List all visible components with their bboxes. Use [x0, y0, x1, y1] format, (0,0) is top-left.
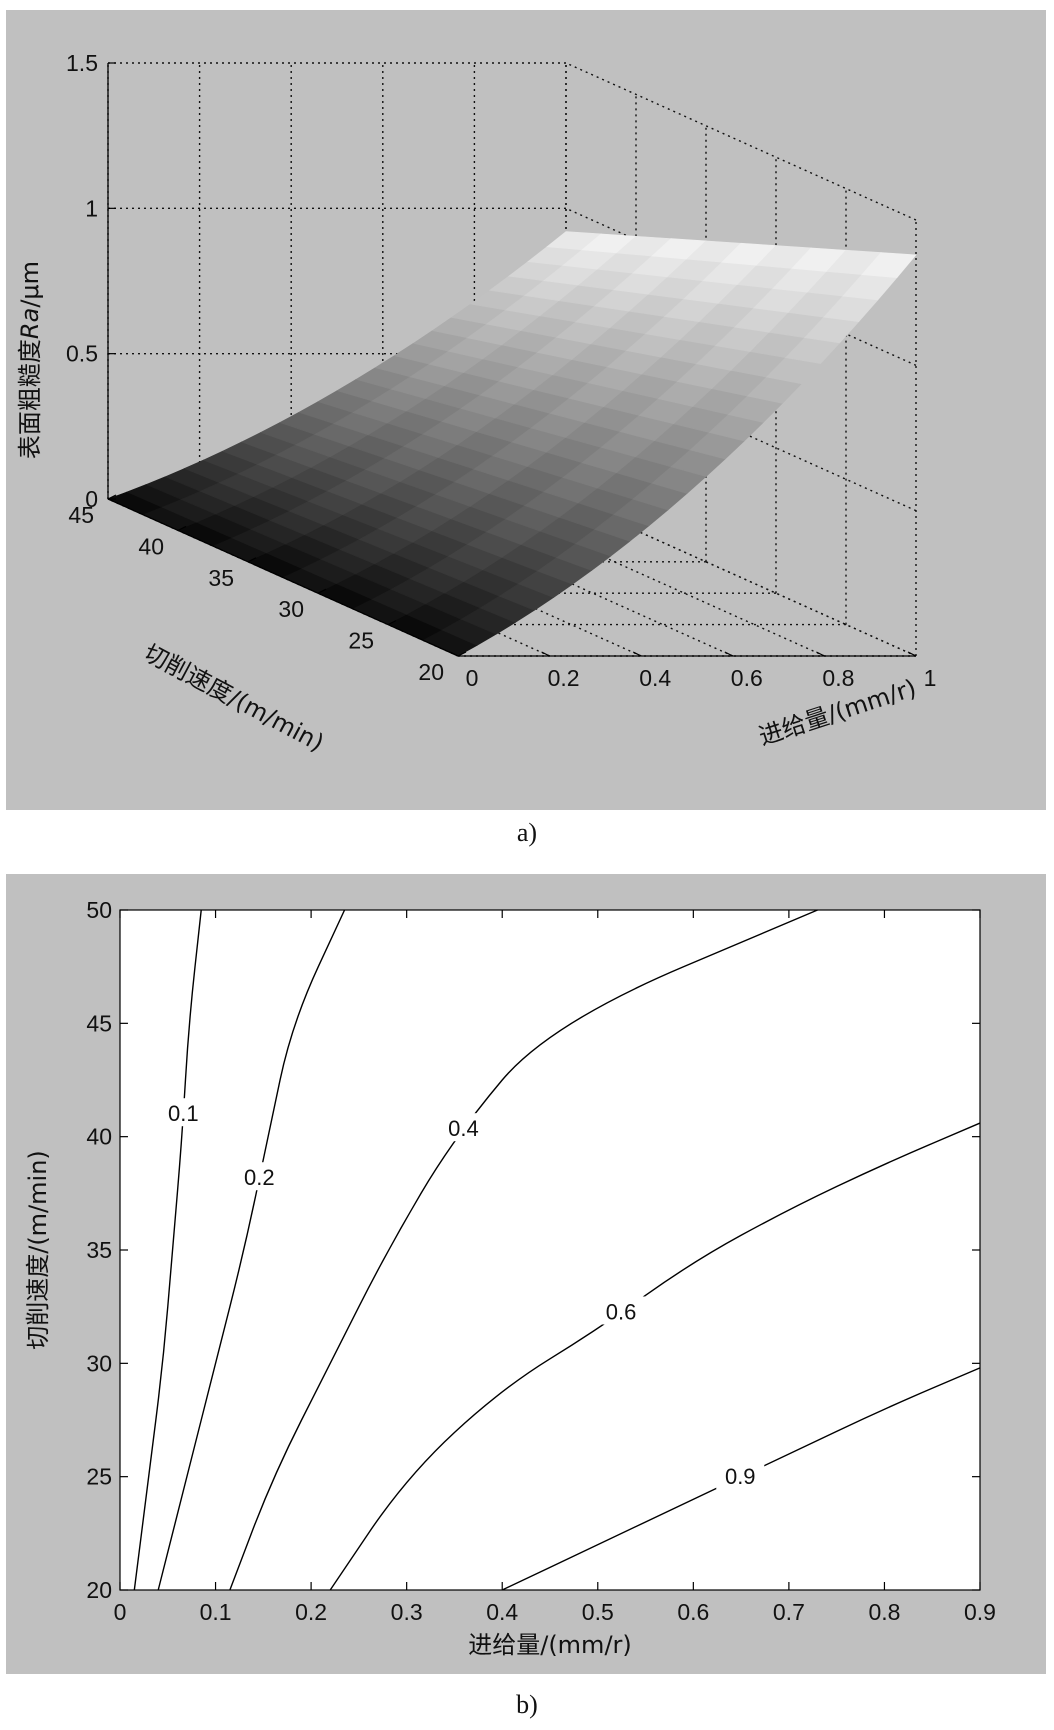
y-axis-label: 切削速度/(m/min): [24, 1150, 52, 1350]
surface-axes: [107, 63, 916, 657]
contour-label: 0.4: [448, 1116, 479, 1141]
z-axis-label: 表面粗糙度Ra/μm: [16, 261, 44, 459]
contour-plot-panel: 0 0.1 0.2 0.3 0.4 0.5 0.6 0.7 0.8 0.9 20 25 30 35 40 45…: [0, 868, 1054, 1680]
x-tick-label: 0.4: [639, 665, 671, 691]
y-tick: [247, 557, 257, 563]
contour-lines: [133, 909, 981, 1591]
z-tick-label: 1.5: [66, 50, 98, 76]
z-tick-label: 0: [85, 486, 98, 512]
x-tick-label: 0.6: [731, 665, 763, 691]
y-tick: [177, 525, 187, 531]
x-tick: [541, 651, 550, 657]
x-tick-label: 0.9: [964, 1599, 996, 1625]
y-tick: [387, 620, 397, 626]
contour-label: 0.2: [244, 1165, 275, 1190]
x-tick-label: 0.3: [391, 1599, 423, 1625]
contour-line-0.6: [329, 1122, 981, 1591]
y-axis-line: [107, 498, 459, 657]
surface-plot-panel: 0 0.5 1 1.5 0 0.2 0.4 0.6 0.8 1 20 25 30 35 40 45 表面粗…: [0, 0, 1054, 820]
y-tick: [317, 588, 327, 594]
panel-a-caption: a): [516, 818, 538, 847]
x-tick-label: 0.7: [773, 1599, 805, 1625]
x-tick-label: 0.4: [486, 1599, 518, 1625]
contour-labels: 0.1 0.2 0.4 0.6 0.9: [159, 1098, 765, 1490]
x-tick-label: 0.8: [868, 1599, 900, 1625]
z-tick-label: 0.5: [66, 341, 98, 367]
surface-patch: [861, 252, 917, 278]
contour-plot: 0 0.1 0.2 0.3 0.4 0.5 0.6 0.7 0.8 0.9 20 25 30 35 40 45…: [6, 874, 1046, 1674]
y-tick-label: 20: [418, 659, 444, 685]
y-tick: [107, 494, 117, 500]
y-tick-label: 45: [86, 1010, 112, 1036]
x-tick-label: 0.8: [822, 665, 854, 691]
grid-line: [565, 207, 917, 366]
surface-mesh: [107, 231, 917, 657]
x-tick: [632, 651, 642, 657]
contour-line-0.2: [157, 909, 346, 1591]
x-tick-labels: 0 0.2 0.4 0.6 0.8 1: [449, 651, 937, 691]
panel-b-caption: b): [516, 1690, 538, 1719]
y-tick: [457, 651, 467, 657]
plot-area: [119, 909, 981, 1591]
y-tick-label: 45: [68, 502, 94, 528]
x-tick-label: 0.1: [200, 1599, 232, 1625]
y-tick-label: 30: [278, 596, 304, 622]
contour-label-bg: [439, 1113, 488, 1142]
x-tick: [907, 651, 917, 657]
y-tick-label: 40: [86, 1124, 112, 1150]
axis-ticks: 0 0.1 0.2 0.3 0.4 0.5 0.6 0.7 0.8 0.9 20 25 30 35 40 45…: [86, 897, 996, 1625]
contour-label-bg: [159, 1098, 208, 1127]
x-tick-label: 1: [924, 665, 937, 691]
grid-line: [565, 62, 917, 221]
x-axis-label: 进给量/(mm/r): [468, 1631, 632, 1659]
x-tick-label: 0.6: [677, 1599, 709, 1625]
contour-label-bg: [235, 1162, 284, 1191]
x-tick: [449, 651, 459, 657]
contour-label: 0.1: [168, 1101, 199, 1126]
contour-line-0.4: [229, 909, 818, 1591]
y-tick-label: 25: [348, 628, 374, 654]
z-tick-labels: 0 0.5 1 1.5: [66, 50, 116, 512]
contour-label-bg: [716, 1461, 765, 1490]
y-tick-label: 35: [86, 1237, 112, 1263]
contour-line-0.9: [501, 1367, 981, 1591]
contour-label: 0.9: [725, 1464, 756, 1489]
y-tick-label: 50: [86, 897, 112, 923]
x-tick-label: 0.5: [582, 1599, 614, 1625]
contour-label: 0.6: [606, 1299, 637, 1324]
y-tick-label: 40: [138, 533, 164, 559]
x-tick: [724, 651, 734, 657]
x-tick-label: 0: [466, 665, 479, 691]
y-tick-label: 20: [86, 1577, 112, 1603]
z-tick-label: 1: [85, 195, 98, 221]
y-tick-label: 30: [86, 1350, 112, 1376]
x-tick: [816, 651, 825, 657]
surface-plot: 0 0.5 1 1.5 0 0.2 0.4 0.6 0.8 1 20 25 30 35 40 45 表面粗…: [6, 10, 1046, 810]
y-tick-label: 35: [208, 565, 234, 591]
x-tick-label: 0.2: [295, 1599, 327, 1625]
contour-label-bg: [597, 1296, 646, 1325]
x-tick-label: 0: [114, 1599, 127, 1625]
y-tick-label: 25: [86, 1464, 112, 1490]
x-tick-label: 0.2: [548, 665, 580, 691]
y-tick-labels: 20 25 30 35 40 45: [68, 494, 467, 685]
contour-line-0.1: [133, 909, 202, 1591]
